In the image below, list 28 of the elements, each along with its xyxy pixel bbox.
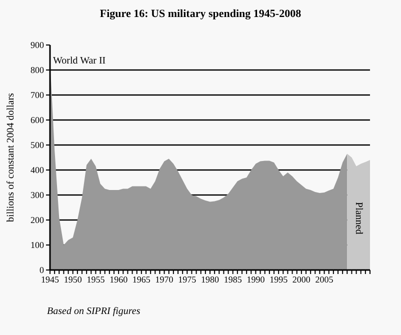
x-tick-label: 1950	[64, 274, 82, 284]
y-tick-label: 900	[30, 40, 44, 50]
y-tick-label: 0	[40, 265, 44, 276]
chart-title: Figure 16: US military spending 1945-2008	[98, 8, 302, 20]
x-tick-label: 2005	[315, 274, 334, 284]
annotation: World War II	[53, 56, 106, 67]
x-tick-label: 1945	[41, 274, 60, 284]
y-tick-label: 600	[30, 115, 44, 126]
y-tick-label: 300	[30, 190, 44, 200]
x-tick-label: 1965	[132, 274, 151, 284]
y-tick-label: 200	[30, 215, 44, 226]
x-tick-label: 1960	[110, 274, 128, 284]
x-tick-label: 1970	[155, 274, 174, 284]
x-tick-label: 1975	[178, 274, 197, 284]
y-tick-label: 700	[30, 90, 44, 100]
x-tick-label: 1985	[224, 274, 242, 284]
y-tick-label: 800	[30, 65, 44, 76]
series-label: Planned	[353, 202, 364, 234]
y-axis-title: billions of constant 2004 dollars	[6, 92, 17, 222]
x-tick-label: 1980	[201, 274, 220, 284]
x-tick-label: 1995	[270, 274, 288, 284]
y-tick-label: 100	[30, 240, 44, 250]
text: Based on SIPRI figures	[47, 306, 140, 317]
x-tick-label: 1955	[86, 274, 106, 284]
x-tick-label: 2000	[292, 274, 311, 284]
y-tick-label: 400	[30, 165, 44, 176]
x-tick-label: 1990	[246, 274, 266, 284]
y-tick-label: 500	[30, 140, 44, 150]
